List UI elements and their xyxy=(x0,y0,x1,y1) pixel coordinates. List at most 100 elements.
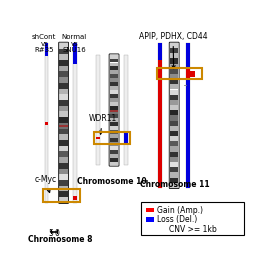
Bar xyxy=(110,122,118,126)
Bar xyxy=(59,174,68,180)
Bar xyxy=(59,125,68,127)
Bar xyxy=(73,43,77,64)
Bar xyxy=(110,78,118,82)
Bar xyxy=(59,54,68,60)
Bar xyxy=(170,162,178,167)
Bar xyxy=(170,64,178,69)
Bar xyxy=(59,94,68,100)
Bar xyxy=(170,126,178,131)
Bar xyxy=(110,130,118,134)
Bar xyxy=(59,60,68,66)
Bar xyxy=(170,84,178,89)
Bar xyxy=(110,118,118,122)
Bar xyxy=(110,63,118,66)
Bar xyxy=(110,94,118,98)
Bar xyxy=(110,58,118,63)
Bar xyxy=(170,157,178,162)
Bar xyxy=(170,116,178,120)
Bar xyxy=(59,77,68,83)
FancyBboxPatch shape xyxy=(141,202,244,235)
Bar xyxy=(146,208,154,212)
Bar xyxy=(170,141,178,147)
Bar xyxy=(170,178,178,183)
Bar xyxy=(73,43,77,203)
Bar xyxy=(59,163,68,168)
Bar xyxy=(59,123,68,129)
Bar xyxy=(110,102,118,106)
Bar xyxy=(170,105,178,110)
Bar xyxy=(45,43,48,56)
Bar xyxy=(190,71,195,77)
Bar xyxy=(110,75,118,78)
Bar xyxy=(124,133,128,143)
Bar xyxy=(59,169,68,174)
Bar xyxy=(170,74,178,79)
Bar xyxy=(59,186,68,191)
Bar xyxy=(110,110,118,112)
Bar xyxy=(110,142,118,146)
Bar xyxy=(170,48,178,53)
Bar xyxy=(45,122,48,125)
Bar xyxy=(59,111,68,117)
Bar xyxy=(110,138,118,142)
Text: CNV >= 1kb: CNV >= 1kb xyxy=(168,225,216,234)
Text: Normal
vs
SNU16: Normal vs SNU16 xyxy=(62,34,87,53)
Bar xyxy=(110,126,118,130)
Bar xyxy=(110,154,118,158)
Bar xyxy=(59,157,68,163)
Text: Gain (Amp.): Gain (Amp.) xyxy=(157,206,202,215)
Text: APIP, PDHX, CD44: APIP, PDHX, CD44 xyxy=(139,32,207,69)
Bar xyxy=(186,67,190,79)
Bar xyxy=(59,129,68,134)
Bar xyxy=(170,110,178,115)
Text: c-Myc: c-Myc xyxy=(35,175,57,193)
Bar xyxy=(110,66,118,70)
Bar xyxy=(170,167,178,172)
Bar xyxy=(170,53,178,58)
Bar xyxy=(110,82,118,86)
Bar xyxy=(110,161,118,165)
Bar xyxy=(73,198,77,200)
Bar xyxy=(110,90,118,94)
Bar xyxy=(59,134,68,140)
Bar xyxy=(59,152,68,157)
Text: WDR11: WDR11 xyxy=(88,114,117,134)
Bar xyxy=(110,86,118,90)
Bar xyxy=(170,172,178,178)
Bar xyxy=(59,180,68,186)
Bar xyxy=(59,117,68,123)
Bar xyxy=(59,89,68,94)
Bar xyxy=(158,60,162,188)
Bar xyxy=(170,120,178,126)
Bar xyxy=(170,136,178,141)
Bar xyxy=(59,191,68,197)
Bar xyxy=(158,43,162,188)
Bar xyxy=(59,146,68,152)
Bar xyxy=(59,43,68,48)
Bar xyxy=(110,106,118,110)
Bar xyxy=(186,43,190,188)
Bar xyxy=(73,196,77,200)
Bar xyxy=(110,55,118,58)
Bar xyxy=(110,150,118,153)
Bar xyxy=(158,43,162,60)
Text: shCont
vs
R#35: shCont vs R#35 xyxy=(32,34,57,53)
Bar xyxy=(170,147,178,152)
Bar xyxy=(110,114,118,118)
Text: 5: 5 xyxy=(48,229,53,238)
Bar xyxy=(59,71,68,77)
Bar xyxy=(59,48,68,54)
Bar xyxy=(110,70,118,75)
Bar xyxy=(59,100,68,106)
Bar xyxy=(110,158,118,161)
Bar xyxy=(146,217,154,222)
Bar xyxy=(170,100,178,105)
Bar xyxy=(59,66,68,71)
Text: Chromosome 8: Chromosome 8 xyxy=(28,235,93,244)
Bar xyxy=(170,69,178,74)
Bar xyxy=(110,134,118,138)
Bar xyxy=(59,83,68,89)
Bar xyxy=(96,137,100,139)
Bar xyxy=(170,152,178,157)
Text: Loss (Del.): Loss (Del.) xyxy=(157,215,197,224)
